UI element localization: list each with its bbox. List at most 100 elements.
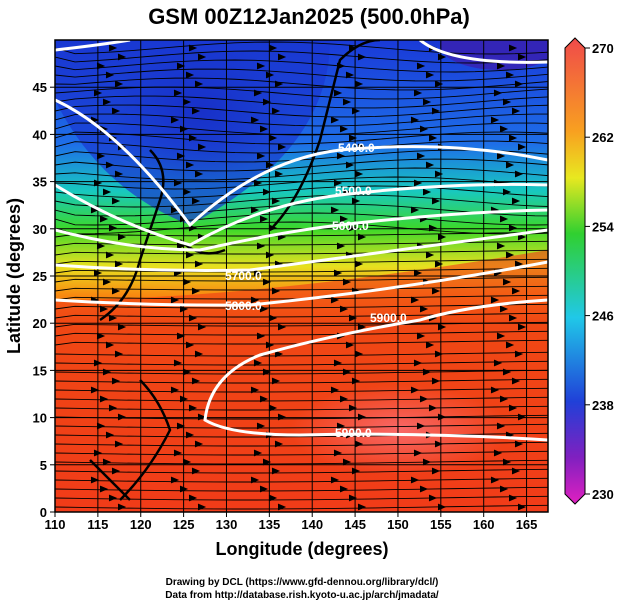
streamline-arrow [357, 323, 367, 331]
streamline-arrow [102, 98, 112, 106]
streamline-arrow [496, 422, 506, 430]
streamline-arrow [508, 404, 518, 412]
streamline-arrow [508, 494, 518, 502]
streamline-arrow [277, 503, 287, 511]
x-tick-label: 115 [87, 517, 108, 532]
streamline-arrow [425, 71, 435, 79]
streamline-arrow [185, 161, 195, 169]
streamline-arrow [114, 80, 124, 88]
streamline-arrow [511, 467, 521, 475]
streamline-arrow [256, 152, 266, 160]
streamline [55, 267, 548, 274]
streamline [55, 441, 548, 447]
y-tick-label: 30 [33, 222, 47, 237]
streamline [55, 95, 548, 109]
streamline-arrow [493, 359, 503, 367]
streamline-arrow [410, 296, 420, 304]
streamline-arrow [410, 116, 420, 124]
streamline-arrow [96, 62, 106, 70]
streamline-arrow [505, 251, 515, 259]
y-tick-label: 35 [33, 175, 47, 190]
streamline-arrow [431, 197, 441, 205]
streamline [55, 378, 548, 384]
streamline-arrow [416, 152, 426, 160]
streamline-arrow [250, 476, 260, 484]
streamline-arrow [256, 422, 266, 430]
streamline-arrow [191, 467, 201, 475]
streamline-arrow [330, 206, 340, 214]
streamline-arrow [413, 449, 423, 457]
contour-label: 5700.0 [225, 269, 262, 283]
streamline-arrow [413, 359, 423, 367]
contours [55, 40, 548, 442]
streamline-arrow [499, 215, 509, 223]
streamline [55, 104, 548, 118]
streamline [55, 351, 548, 357]
streamline-arrow [514, 350, 524, 358]
plot-area: 5400.0 5500.0 5600.0 5700.0 5800.0 5900.… [55, 40, 548, 512]
streamline-arrow [342, 98, 352, 106]
streamline-arrow [339, 125, 349, 133]
streamline-arrow [191, 197, 201, 205]
contour-label: 5500.0 [335, 184, 372, 198]
streamline-arrow [253, 269, 263, 277]
streamline [55, 504, 548, 510]
x-tick-label: 140 [301, 517, 323, 532]
streamline-arrow [330, 296, 340, 304]
streamline-arrow [505, 341, 515, 349]
streamline-arrow [191, 287, 201, 295]
streamline [55, 450, 548, 456]
streamline-arrow [517, 53, 527, 61]
streamline-arrow [354, 440, 364, 448]
streamline-arrow [182, 98, 192, 106]
streamline-arrow [348, 224, 358, 232]
streamline-arrow [514, 80, 524, 88]
y-tick-label: 15 [33, 363, 47, 378]
streamline [55, 312, 548, 319]
streamline-arrow [194, 440, 204, 448]
streamline-arrow [268, 134, 278, 142]
streamline-arrow [428, 494, 438, 502]
contour-5400 [55, 98, 548, 228]
streamline [55, 41, 548, 55]
streamline-arrow [514, 260, 524, 268]
streamline-arrow [508, 314, 518, 322]
streamline-arrow [490, 476, 500, 484]
y-tick-label: 10 [33, 411, 47, 426]
y-tick-label: 20 [33, 316, 47, 331]
streamline-arrow [496, 242, 506, 250]
streamline-arrow [111, 467, 121, 475]
contour-label: 5900.0 [335, 426, 372, 440]
streamline-arrow [262, 188, 272, 196]
streamline-arrow [490, 386, 500, 394]
streamline-arrow [271, 107, 281, 115]
streamline-arrow [111, 107, 121, 115]
streamline-arrow [96, 422, 106, 430]
streamline-arrow [185, 71, 195, 79]
streamline-arrow [274, 170, 284, 178]
streamline-arrow [502, 98, 512, 106]
contour-5500 [55, 182, 548, 247]
streamline-arrow [511, 197, 521, 205]
streamline [55, 330, 548, 337]
streamline [55, 396, 548, 402]
streamline-arrow [517, 413, 527, 421]
colorbar-tick-label: 270 [592, 41, 614, 56]
streamline-arrow [185, 341, 195, 349]
streamline-arrow [499, 395, 509, 403]
streamline-arrow [250, 296, 260, 304]
contour-label: 5900.0 [370, 311, 407, 325]
streamline [55, 414, 548, 420]
streamline-arrow [117, 233, 127, 241]
streamline [55, 113, 548, 127]
chart-title: GSM 00Z12Jan2025 (500.0hPa) [148, 4, 470, 29]
streamline-arrow [182, 188, 192, 196]
streamline-arrow [496, 152, 506, 160]
x-tick-label: 120 [130, 517, 152, 532]
streamline-arrow [259, 215, 269, 223]
streamline-arrow [330, 476, 340, 484]
streamline-arrow [259, 395, 269, 403]
streamline-arrow [185, 431, 195, 439]
streamline-arrow [253, 359, 263, 367]
